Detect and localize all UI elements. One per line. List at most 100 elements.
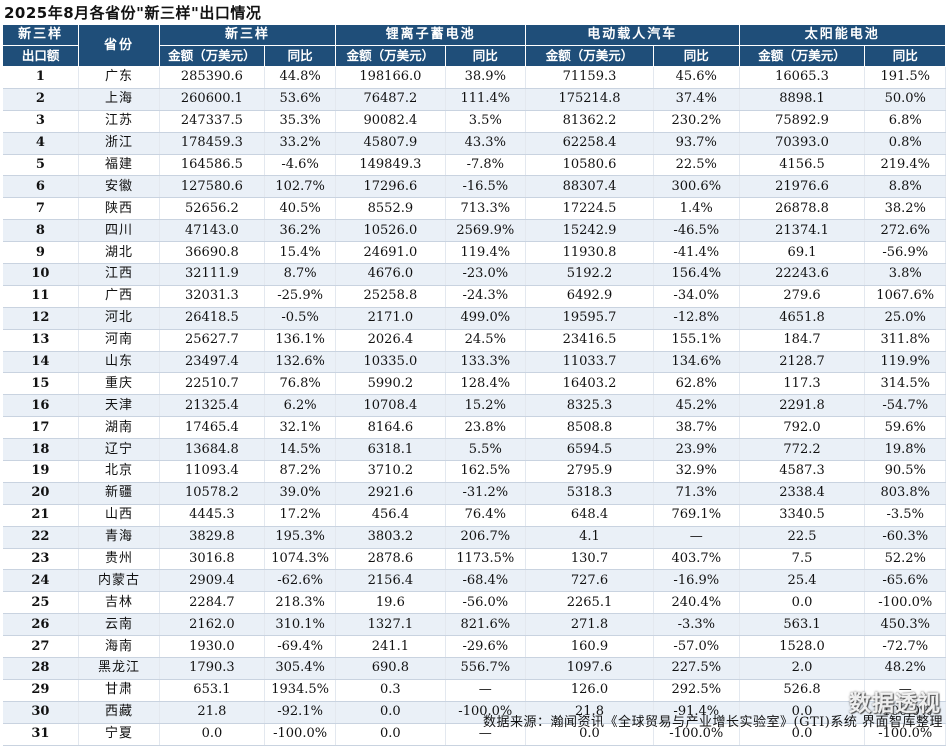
yoy-cell: -62.6% [264, 569, 337, 593]
yoy-cell: 119.4% [445, 241, 527, 265]
yoy-cell: -4.6% [264, 154, 337, 177]
rank-cell: 25 [2, 591, 80, 615]
amount-cell: 127580.6 [159, 175, 266, 199]
province-cell: 吉林 [78, 591, 160, 615]
amount-cell: 8508.8 [525, 416, 654, 440]
table-body: 1 广东 285390.6 44.8% 198166.0 38.9% 71159.3 45.6… [2, 66, 946, 746]
amount-cell: 32111.9 [159, 263, 266, 286]
amount-cell: 2156.4 [335, 569, 446, 593]
yoy-cell: 132.6% [264, 351, 337, 374]
amount-cell: 11930.8 [525, 241, 654, 265]
table-row: 14 山东 23497.4 132.6% 10335.0 133.3% 11033.7 134… [2, 351, 946, 374]
yoy-cell: -3.5% [864, 504, 946, 527]
amount-cell: 3340.5 [739, 504, 866, 527]
yoy-cell: 15.4% [264, 241, 337, 265]
yoy-cell: -25.9% [264, 285, 337, 308]
yoy-cell: 23.9% [653, 438, 740, 462]
rank-cell: 1 [2, 66, 80, 89]
amount-cell: 792.0 [739, 416, 866, 440]
amount-cell: 271.8 [525, 613, 654, 637]
yoy-cell: 133.3% [445, 351, 527, 374]
amount-cell: 26878.8 [739, 197, 866, 221]
amount-cell: 70393.0 [739, 132, 866, 155]
rank-cell: 5 [2, 154, 80, 177]
amount-cell: 22.5 [739, 526, 866, 549]
yoy-cell: 52.2% [864, 548, 946, 571]
header-group-new-three: 新三样 [158, 24, 337, 46]
amount-cell: 4.1 [525, 526, 654, 549]
amount-cell: 8164.6 [335, 416, 446, 440]
amount-cell: 10526.0 [335, 219, 446, 243]
amount-cell: 10580.6 [525, 154, 654, 177]
amount-cell: 10708.4 [335, 394, 446, 418]
yoy-cell: -57.0% [653, 635, 740, 659]
amount-cell: 178459.3 [159, 132, 266, 155]
yoy-cell: 206.7% [445, 526, 527, 549]
yoy-cell: 48.2% [864, 657, 946, 680]
yoy-cell: 45.6% [653, 66, 740, 89]
amount-cell: 10578.2 [159, 482, 266, 505]
yoy-cell: 119.9% [864, 351, 946, 374]
amount-cell: 21976.6 [739, 175, 866, 199]
header-rank-line2: 出口额 [1, 45, 80, 67]
amount-cell: 24691.0 [335, 241, 446, 265]
yoy-cell: 310.1% [264, 613, 337, 637]
rank-cell: 29 [2, 679, 80, 702]
amount-cell: 6492.9 [525, 285, 654, 308]
yoy-cell: 314.5% [864, 372, 946, 396]
yoy-cell: 155.1% [653, 329, 740, 352]
yoy-cell: 38.2% [864, 197, 946, 221]
yoy-cell: 35.3% [264, 110, 337, 133]
yoy-cell: 6.8% [864, 110, 946, 133]
amount-cell: 2026.4 [335, 329, 446, 352]
province-cell: 西藏 [78, 701, 160, 724]
yoy-cell: -56.0% [445, 591, 527, 615]
yoy-cell: 8.7% [264, 263, 337, 286]
amount-cell: 10335.0 [335, 351, 446, 374]
yoy-cell: -16.5% [445, 175, 527, 199]
amount-cell: 11093.4 [159, 460, 266, 483]
province-cell: 江苏 [78, 110, 160, 133]
amount-cell: 3803.2 [335, 526, 446, 549]
header-amount: 金额（万美元） [525, 45, 654, 67]
amount-cell: 71159.3 [525, 66, 654, 89]
amount-cell: 62258.4 [525, 132, 654, 155]
amount-cell: 21325.4 [159, 394, 266, 418]
yoy-cell: -100.0% [264, 723, 337, 746]
yoy-cell: -65.6% [864, 569, 946, 593]
yoy-cell: 556.7% [445, 657, 527, 680]
province-cell: 宁夏 [78, 723, 160, 746]
yoy-cell: 272.6% [864, 219, 946, 243]
table-row: 28 黑龙江 1790.3 305.4% 690.8 556.7% 1097.6 227.5%… [2, 657, 946, 680]
yoy-cell: 403.7% [653, 548, 740, 571]
yoy-cell: 1.4% [653, 197, 740, 221]
header-yoy: 同比 [652, 45, 740, 67]
yoy-cell: 1074.3% [264, 548, 337, 571]
table-row: 16 天津 21325.4 6.2% 10708.4 15.2% 8325.3 45.2% 22… [2, 394, 946, 418]
yoy-cell: 90.5% [864, 460, 946, 483]
amount-cell: 4676.0 [335, 263, 446, 286]
table-row: 24 内蒙古 2909.4 -62.6% 2156.4 -68.4% 727.6 -16.9%… [2, 569, 946, 593]
yoy-cell: 36.2% [264, 219, 337, 243]
table-row: 29 甘肃 653.1 1934.5% 0.3—126.0 292.5% 526.8— [2, 679, 946, 702]
province-cell: 内蒙古 [78, 569, 160, 593]
amount-cell: 3710.2 [335, 460, 446, 483]
yoy-cell: -54.7% [864, 394, 946, 418]
amount-cell: 1930.0 [159, 635, 266, 659]
yoy-cell: 19.8% [864, 438, 946, 462]
yoy-cell: -56.9% [864, 241, 946, 265]
amount-cell: 47143.0 [159, 219, 266, 243]
amount-cell: 25627.7 [159, 329, 266, 352]
yoy-cell: 292.5% [653, 679, 740, 702]
rank-cell: 31 [2, 723, 80, 746]
yoy-cell: 76.8% [264, 372, 337, 396]
table-row: 15 重庆 22510.7 76.8% 5990.2 128.4% 16403.2 62.8%… [2, 372, 946, 396]
province-cell: 上海 [78, 88, 160, 111]
province-cell: 重庆 [78, 372, 160, 396]
amount-cell: 25.4 [739, 569, 866, 593]
amount-cell: 6318.1 [335, 438, 446, 462]
yoy-cell: 38.9% [445, 66, 527, 89]
table-row: 22 青海 3829.8 195.3% 3803.2 206.7% 4.1—22.5 -60.… [2, 526, 946, 549]
header-amount: 金额（万美元） [738, 45, 866, 67]
